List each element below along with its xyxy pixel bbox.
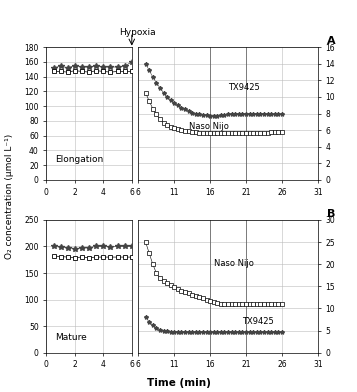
Text: Elongation: Elongation [55, 155, 103, 164]
Text: Naso Nijo: Naso Nijo [214, 260, 253, 269]
Text: Time (min): Time (min) [147, 378, 210, 388]
Text: Hypoxia: Hypoxia [119, 28, 156, 37]
Text: TX9425: TX9425 [228, 83, 260, 92]
Text: Naso Nijo: Naso Nijo [188, 122, 228, 131]
Text: Mature: Mature [55, 333, 87, 342]
Text: O₂ concentration (µmol L⁻¹): O₂ concentration (µmol L⁻¹) [5, 133, 14, 259]
Text: TX9425: TX9425 [242, 317, 274, 325]
Text: A: A [327, 36, 335, 46]
Text: B: B [327, 209, 335, 218]
